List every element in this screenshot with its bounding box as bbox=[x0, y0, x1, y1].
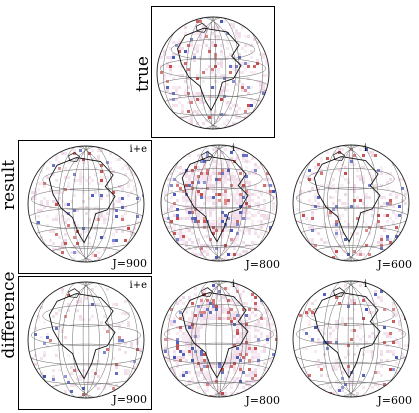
result-panel-i-e: i+e J=900 bbox=[18, 140, 152, 274]
row-label-difference: difference bbox=[0, 271, 19, 359]
method-tag: i bbox=[232, 143, 236, 154]
resolution-label: J=800 bbox=[245, 394, 280, 407]
globe-map-result-1 bbox=[27, 145, 145, 263]
method-tag: i+e bbox=[129, 144, 148, 155]
difference-panel-i-e: i+e J=900 bbox=[18, 276, 152, 410]
result-panel-i-600: i J=600 bbox=[284, 140, 418, 274]
resolution-label: J=600 bbox=[377, 394, 412, 407]
resolution-label: J=900 bbox=[112, 393, 147, 406]
true-panel bbox=[151, 6, 275, 138]
difference-panel-i-600: i J=600 bbox=[284, 276, 418, 410]
globe-map-true bbox=[156, 16, 270, 130]
resolution-label: J=900 bbox=[112, 257, 147, 270]
row-label-result: result bbox=[0, 159, 19, 211]
method-tag: i bbox=[364, 279, 368, 290]
method-tag: i bbox=[364, 143, 368, 154]
method-tag: i bbox=[232, 279, 236, 290]
globe-map-diff-3 bbox=[292, 280, 410, 398]
resolution-label: J=600 bbox=[377, 258, 412, 271]
globe-map-result-2 bbox=[160, 144, 278, 262]
method-tag: i+e bbox=[129, 280, 148, 291]
row-label-true: true bbox=[133, 56, 153, 92]
difference-panel-i-800: i J=800 bbox=[152, 276, 286, 410]
resolution-label: J=800 bbox=[245, 258, 280, 271]
globe-map-result-3 bbox=[292, 144, 410, 262]
result-panel-i-800: i J=800 bbox=[152, 140, 286, 274]
globe-map-diff-2 bbox=[160, 280, 278, 398]
globe-map-diff-1 bbox=[27, 281, 145, 399]
